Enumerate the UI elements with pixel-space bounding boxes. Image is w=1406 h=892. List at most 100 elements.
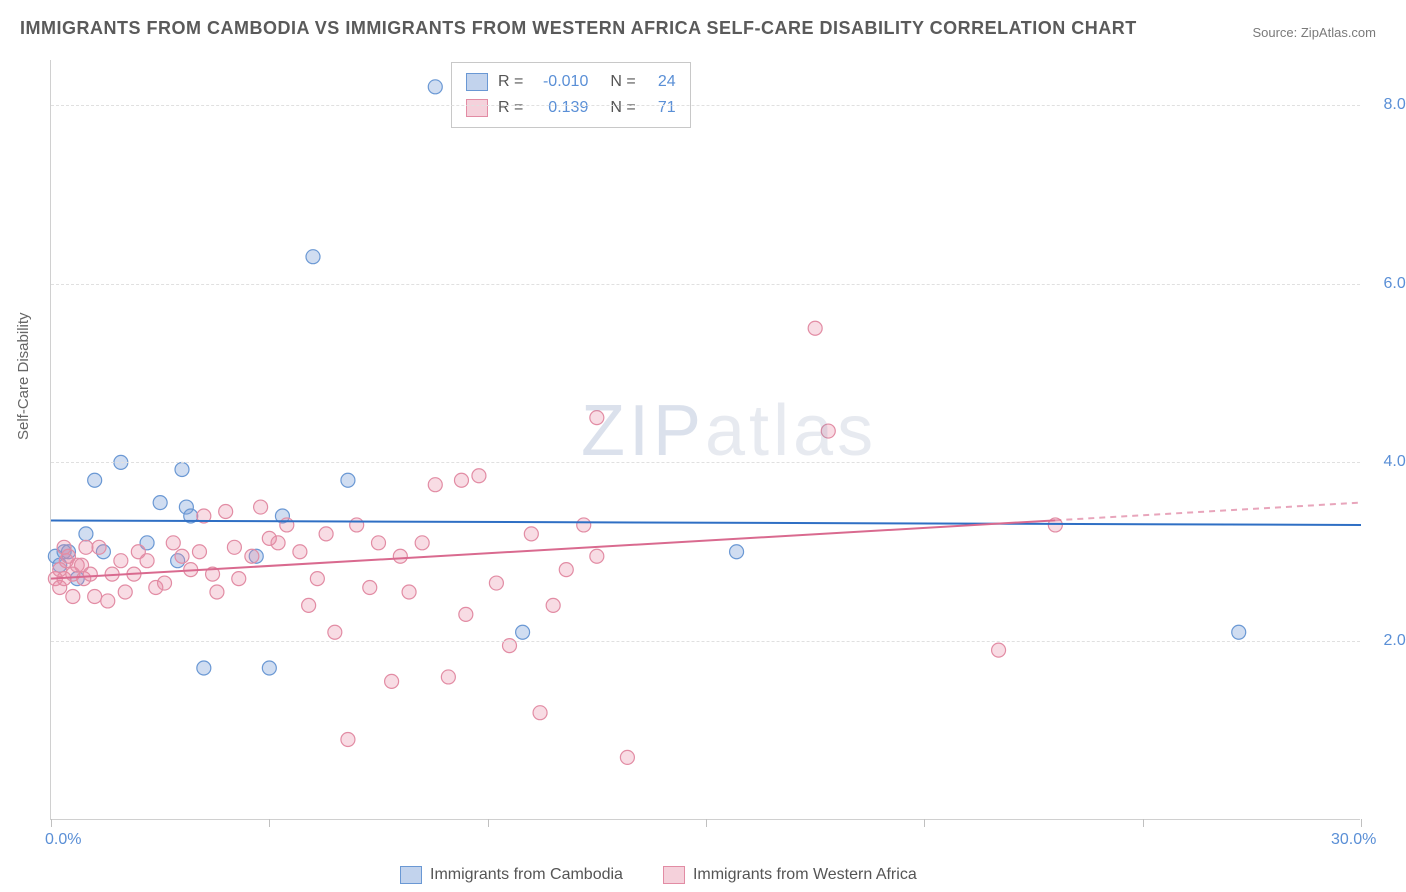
y-tick-label: 4.0% xyxy=(1384,453,1406,471)
data-point xyxy=(516,625,530,639)
data-point xyxy=(524,527,538,541)
data-point xyxy=(385,674,399,688)
legend-N-value: 71 xyxy=(646,99,676,117)
data-point xyxy=(341,733,355,747)
legend-N-value: 24 xyxy=(646,73,676,91)
gridline xyxy=(51,105,1360,106)
data-point xyxy=(175,463,189,477)
data-point xyxy=(197,661,211,675)
stats-legend: R = -0.010 N = 24 R = 0.139 N = 71 xyxy=(451,62,691,128)
source-label: Source: ZipAtlas.com xyxy=(1252,25,1376,40)
data-point xyxy=(590,549,604,563)
x-tick-label: 30.0% xyxy=(1331,831,1376,849)
data-point xyxy=(210,585,224,599)
legend-R-value: -0.010 xyxy=(533,73,588,91)
data-point xyxy=(306,250,320,264)
data-point xyxy=(118,585,132,599)
bottom-legend-label: Immigrants from Cambodia xyxy=(430,866,623,884)
x-tick-label: 0.0% xyxy=(45,831,81,849)
x-tick xyxy=(269,819,270,827)
data-point xyxy=(341,473,355,487)
data-point xyxy=(140,554,154,568)
data-point xyxy=(372,536,386,550)
legend-N-label: N = xyxy=(610,99,635,117)
stats-legend-row: R =-0.010N =24 xyxy=(466,69,676,95)
data-point xyxy=(546,598,560,612)
x-tick xyxy=(1143,819,1144,827)
data-point xyxy=(459,607,473,621)
data-point xyxy=(302,598,316,612)
x-tick xyxy=(1361,819,1362,827)
data-point xyxy=(428,478,442,492)
data-point xyxy=(158,576,172,590)
data-point xyxy=(219,505,233,519)
data-point xyxy=(310,572,324,586)
x-tick xyxy=(706,819,707,827)
data-point xyxy=(92,540,106,554)
legend-R-value: 0.139 xyxy=(533,99,588,117)
x-tick xyxy=(488,819,489,827)
data-point xyxy=(472,469,486,483)
trendline-extrapolated xyxy=(1055,503,1361,521)
data-point xyxy=(428,80,442,94)
y-tick-label: 8.0% xyxy=(1384,96,1406,114)
gridline xyxy=(51,641,1360,642)
data-point xyxy=(559,563,573,577)
data-point xyxy=(533,706,547,720)
data-point xyxy=(175,549,189,563)
legend-swatch xyxy=(663,866,685,884)
bottom-legend-label: Immigrants from Western Africa xyxy=(693,866,917,884)
data-point xyxy=(441,670,455,684)
chart-title: IMMIGRANTS FROM CAMBODIA VS IMMIGRANTS F… xyxy=(20,18,1137,39)
data-point xyxy=(350,518,364,532)
y-tick-label: 6.0% xyxy=(1384,275,1406,293)
legend-swatch xyxy=(466,73,488,91)
trendline xyxy=(51,520,1361,524)
legend-swatch xyxy=(466,99,488,117)
source-prefix: Source: xyxy=(1252,25,1300,40)
data-point xyxy=(245,549,259,563)
bottom-legend-item: Immigrants from Western Africa xyxy=(663,866,917,884)
data-point xyxy=(232,572,246,586)
data-point xyxy=(577,518,591,532)
data-point xyxy=(821,424,835,438)
data-point xyxy=(66,589,80,603)
y-tick-label: 2.0% xyxy=(1384,632,1406,650)
data-point xyxy=(415,536,429,550)
chart-svg xyxy=(51,60,1360,819)
data-point xyxy=(363,581,377,595)
legend-N-label: N = xyxy=(610,73,635,91)
data-point xyxy=(293,545,307,559)
data-point xyxy=(730,545,744,559)
data-point xyxy=(271,536,285,550)
data-point xyxy=(262,661,276,675)
x-tick xyxy=(924,819,925,827)
legend-R-label: R = xyxy=(498,99,523,117)
data-point xyxy=(83,567,97,581)
data-point xyxy=(454,473,468,487)
bottom-legend-item: Immigrants from Cambodia xyxy=(400,866,623,884)
gridline xyxy=(51,462,1360,463)
data-point xyxy=(227,540,241,554)
source-value: ZipAtlas.com xyxy=(1301,25,1376,40)
data-point xyxy=(254,500,268,514)
legend-swatch xyxy=(400,866,422,884)
data-point xyxy=(114,554,128,568)
data-point xyxy=(620,750,634,764)
x-tick xyxy=(51,819,52,827)
data-point xyxy=(328,625,342,639)
data-point xyxy=(88,473,102,487)
plot-area: ZIPatlas R =-0.010N =24R =0.139N =71 2.0… xyxy=(50,60,1360,820)
data-point xyxy=(153,496,167,510)
stats-legend-row: R = 0.139 N = 71 xyxy=(466,95,676,121)
data-point xyxy=(393,549,407,563)
data-point xyxy=(319,527,333,541)
data-point xyxy=(280,518,294,532)
data-point xyxy=(1232,625,1246,639)
data-point xyxy=(808,321,822,335)
data-point xyxy=(489,576,503,590)
data-point xyxy=(590,411,604,425)
data-point xyxy=(192,545,206,559)
data-point xyxy=(79,527,93,541)
bottom-legend: Immigrants from Cambodia Immigrants from … xyxy=(400,866,917,884)
